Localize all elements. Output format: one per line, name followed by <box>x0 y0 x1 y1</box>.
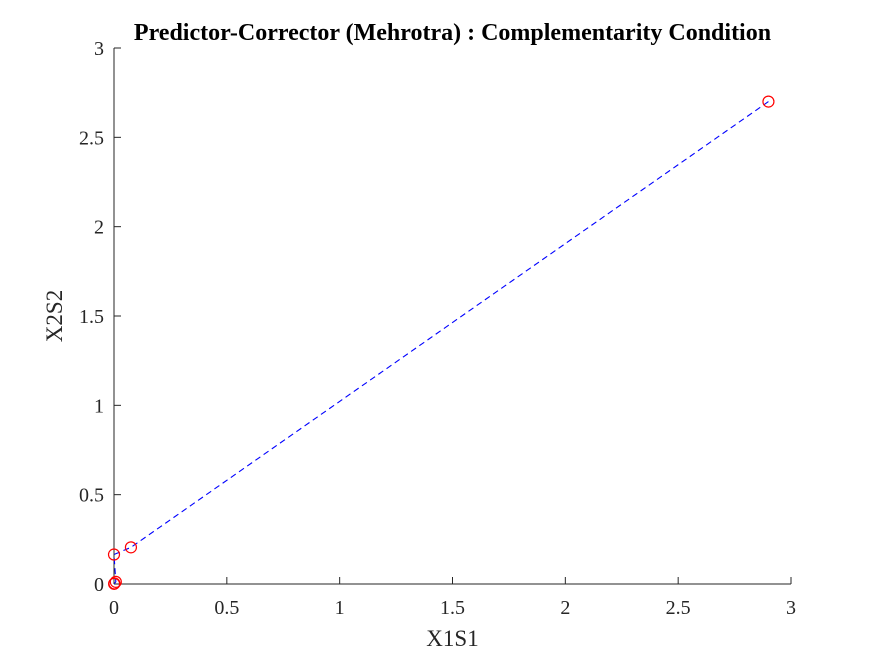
y-tick-label: 0 <box>94 574 104 596</box>
data-point <box>109 575 122 588</box>
x-tick-label: 0.5 <box>214 597 239 619</box>
x-tick-label: 3 <box>786 597 796 619</box>
data-point <box>762 95 775 108</box>
x-tick-label: 2.5 <box>666 597 691 619</box>
x-tick-label: 2 <box>560 597 570 619</box>
series-line <box>113 101 769 585</box>
data-point <box>108 577 121 590</box>
y-ticks: 0 0.5 1 1.5 2 2.5 3 <box>79 38 121 596</box>
y-tick-label: 1.5 <box>79 306 104 328</box>
data-point <box>124 541 138 554</box>
y-tick-label: 2.5 <box>79 127 104 149</box>
chart-title: Predictor-Corrector (Mehrotra) : Complem… <box>134 20 771 46</box>
y-tick-label: 3 <box>94 38 104 60</box>
x-tick-label: 0 <box>109 597 119 619</box>
data-point <box>107 548 121 561</box>
plot-area <box>107 95 775 590</box>
x-tick-label: 1.5 <box>440 597 465 619</box>
x-tick-label: 1 <box>335 597 345 619</box>
x-axis-title: X1S1 <box>426 626 478 651</box>
y-axis-title: X2S2 <box>42 290 67 342</box>
chart-axes: 0 0.5 1 1.5 2 2.5 3 0 0.5 1 1.5 2 2.5 3 <box>79 38 796 619</box>
y-tick-label: 0.5 <box>79 485 104 507</box>
y-tick-label: 1 <box>94 395 104 417</box>
y-tick-label: 2 <box>94 217 104 239</box>
x-ticks: 0 0.5 1 1.5 2 2.5 3 <box>109 577 796 619</box>
